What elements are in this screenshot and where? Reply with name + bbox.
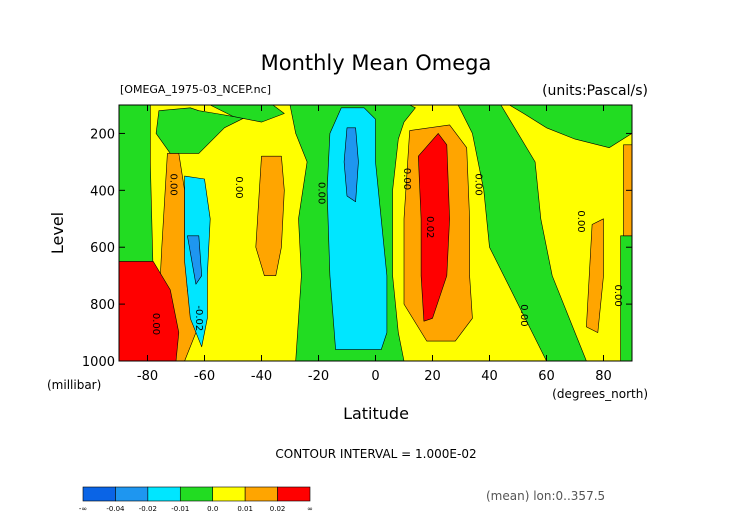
contour-label: 0.00 [518,304,529,326]
contour-label: 0.00 [472,173,483,195]
colorbar-swatch [277,486,311,502]
colorbar-tick-label: -0.02 [139,505,157,513]
contour-label: 0.00 [612,284,623,306]
contour-region-6 [509,105,632,148]
colorbar-tick-label: -0.01 [171,505,189,513]
colorbar-swatch [244,486,278,502]
contour-label: 0.00 [575,210,586,232]
contour-region-18 [343,127,359,202]
colorbar-tick-label: 0.01 [237,505,253,513]
x-tick-label: 20 [424,369,441,384]
colorbar-swatch [82,486,116,502]
colorbar-swatch [212,486,246,502]
axis-ticks: -80 -60 -40 -20 0 20 40 60 80 200 400 600 800 1000 [82,105,632,384]
colorbar-tick-label: ∞ [307,505,313,513]
contour-region-14 [417,133,450,322]
x-tick-label: -40 [251,369,272,384]
x-tick-label: -60 [194,369,215,384]
y-tick-label: 1000 [82,355,115,370]
colorbar-swatch [179,486,214,502]
mean-label: (mean) lon:0..357.5 [486,489,605,503]
y-tick-label: 800 [90,298,115,313]
x-tick-label: 40 [481,369,498,384]
contour-label: 0.00 [316,182,327,204]
x-axis-label: Latitude [343,404,409,423]
chart-title: Monthly Mean Omega [261,51,492,75]
contour-region-11 [586,218,604,333]
y-tick-label: 200 [90,127,115,142]
contour-label: 0.00 [401,168,412,190]
y-tick-label: 600 [90,241,115,256]
contour-label: 0.00 [150,313,161,335]
contour-region-9 [255,155,285,277]
contour-regions [119,105,632,361]
y-axis-unit: (millibar) [47,378,101,392]
contour-label: -0.02 [193,305,204,331]
x-tick-label: -80 [137,369,158,384]
y-axis-label: Level [48,212,67,254]
contour-region-13 [119,261,180,361]
contour-label: 0.00 [233,176,244,198]
colorbar: -∞ -0.04 -0.02 -0.01 0.0 0.01 0.02 ∞ [79,486,313,513]
colorbar-swatch [115,486,149,502]
contour-interval-label: CONTOUR INTERVAL = 1.000E-02 [275,447,476,461]
colorbar-swatch [147,486,181,502]
x-tick-label: 60 [538,369,555,384]
contour-region-3 [209,105,285,123]
x-tick-label: -20 [308,369,329,384]
colorbar-tick-label: -∞ [79,505,87,513]
contour-labels: 0.00 0.00 0.00 0.00 0.02 0.00 0.00 0.00 0.00 -0.0… [150,168,623,335]
x-axis-unit: (degrees_north) [552,387,648,401]
contour-label: 0.02 [424,216,435,238]
contour-label: 0.00 [167,173,178,195]
y-tick-label: 400 [90,184,115,199]
contour-region-17 [187,235,202,285]
units-label: (units:Pascal/s) [542,83,648,99]
colorbar-tick-label: 0.02 [270,505,286,513]
colorbar-tick-label: -0.04 [106,505,125,513]
contour-region-5 [457,105,587,361]
file-label: [OMEGA_1975-03_NCEP.nc] [120,83,271,96]
x-tick-label: 0 [371,369,379,384]
x-tick-label: 80 [595,369,612,384]
contour-region-16 [326,107,388,350]
colorbar-tick-label: 0.0 [207,505,218,513]
